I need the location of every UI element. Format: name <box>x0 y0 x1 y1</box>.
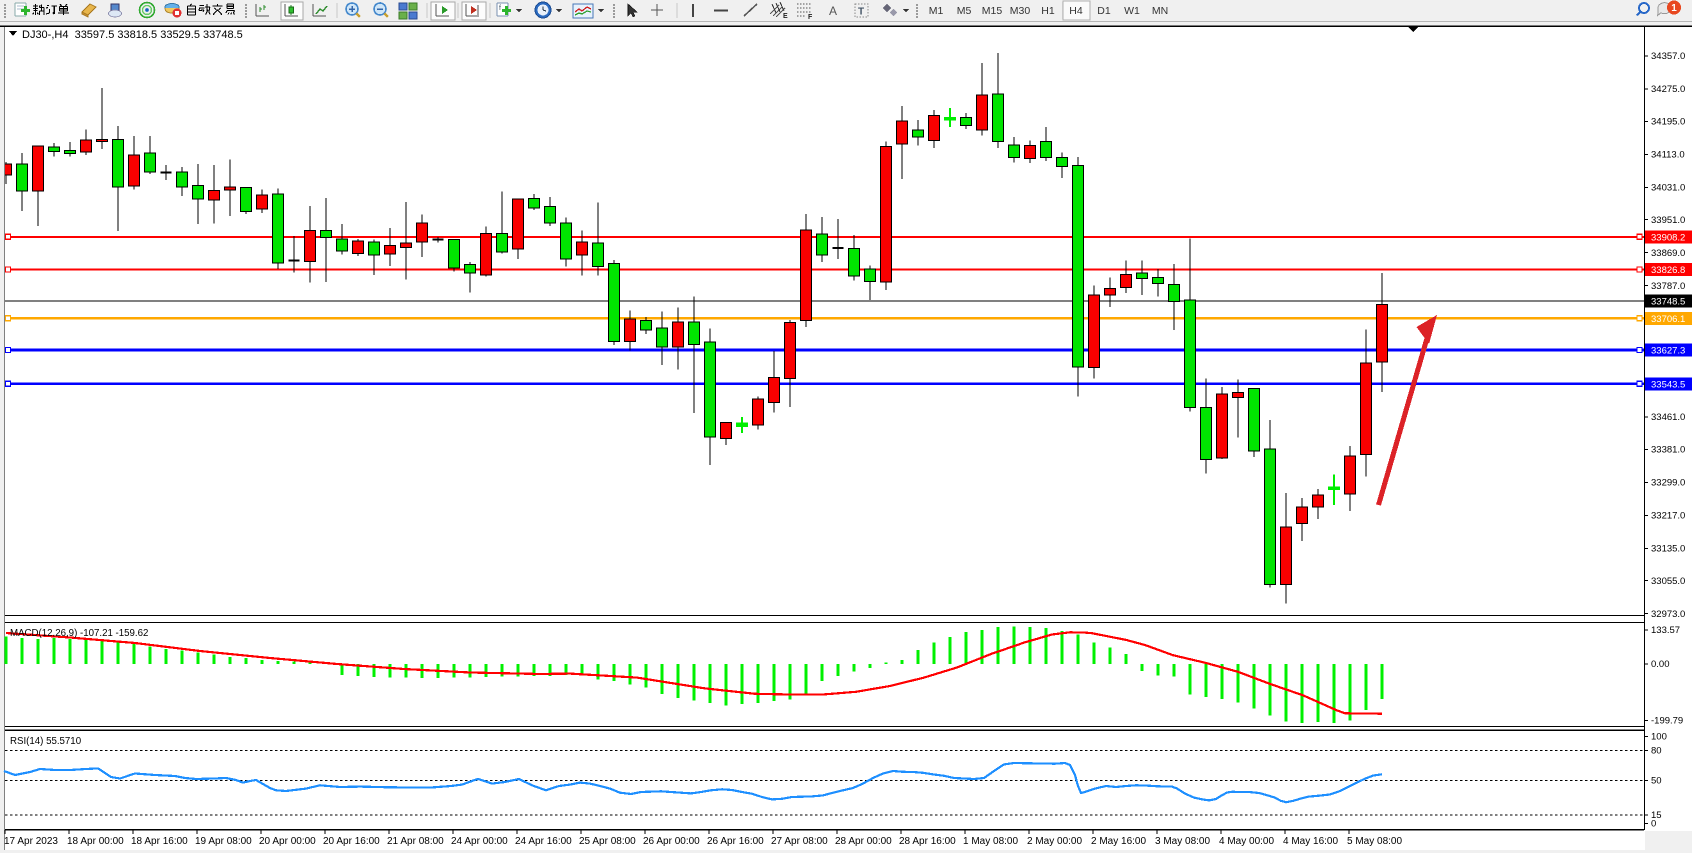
svg-text:E: E <box>783 13 788 20</box>
svg-text:21 Apr 08:00: 21 Apr 08:00 <box>387 836 444 847</box>
svg-text:34357.0: 34357.0 <box>1651 51 1685 62</box>
svg-text:M5: M5 <box>957 5 972 17</box>
svg-text:W1: W1 <box>1124 5 1140 17</box>
svg-text:100: 100 <box>1651 732 1667 743</box>
svg-text:33217.0: 33217.0 <box>1651 511 1685 522</box>
svg-text:26 Apr 16:00: 26 Apr 16:00 <box>707 836 764 847</box>
svg-text:32973.0: 32973.0 <box>1651 609 1685 620</box>
svg-text:33135.0: 33135.0 <box>1651 544 1685 555</box>
svg-text:M15: M15 <box>982 5 1003 17</box>
svg-text:133.57: 133.57 <box>1651 625 1680 636</box>
svg-text:18 Apr 16:00: 18 Apr 16:00 <box>131 836 188 847</box>
svg-text:33787.0: 33787.0 <box>1651 281 1685 292</box>
svg-text:20 Apr 16:00: 20 Apr 16:00 <box>323 836 380 847</box>
svg-text:33869.0: 33869.0 <box>1651 248 1685 259</box>
svg-text:33706.1: 33706.1 <box>1651 314 1685 325</box>
svg-text:27 Apr 08:00: 27 Apr 08:00 <box>771 836 828 847</box>
svg-text:33627.3: 33627.3 <box>1651 346 1685 357</box>
svg-text:5 May 08:00: 5 May 08:00 <box>1347 836 1402 847</box>
svg-text:1 May 08:00: 1 May 08:00 <box>963 836 1018 847</box>
svg-text:M30: M30 <box>1010 5 1031 17</box>
svg-text:34031.0: 34031.0 <box>1651 183 1685 194</box>
svg-text:2 May 16:00: 2 May 16:00 <box>1091 836 1146 847</box>
svg-text:15: 15 <box>1651 810 1662 821</box>
svg-text:0.00: 0.00 <box>1651 659 1670 670</box>
svg-text:1: 1 <box>1671 3 1677 14</box>
svg-text:80: 80 <box>1651 746 1662 757</box>
svg-text:33543.5: 33543.5 <box>1651 379 1685 390</box>
svg-text:MACD(12,26,9) -107.21 -159.62: MACD(12,26,9) -107.21 -159.62 <box>10 628 148 639</box>
svg-text:33055.0: 33055.0 <box>1651 576 1685 587</box>
svg-text:33381.0: 33381.0 <box>1651 445 1685 456</box>
svg-text:33951.0: 33951.0 <box>1651 215 1685 226</box>
svg-text:-199.79: -199.79 <box>1651 716 1683 727</box>
svg-text:28 Apr 00:00: 28 Apr 00:00 <box>835 836 892 847</box>
svg-text:18 Apr 00:00: 18 Apr 00:00 <box>67 836 124 847</box>
svg-text:MN: MN <box>1152 5 1168 17</box>
svg-text:f: f <box>499 5 501 12</box>
svg-text:19 Apr 08:00: 19 Apr 08:00 <box>195 836 252 847</box>
svg-text:33299.0: 33299.0 <box>1651 478 1685 489</box>
svg-text:28 Apr 16:00: 28 Apr 16:00 <box>899 836 956 847</box>
svg-text:25 Apr 08:00: 25 Apr 08:00 <box>579 836 636 847</box>
svg-text:H4: H4 <box>1069 5 1083 17</box>
svg-text:D1: D1 <box>1097 5 1111 17</box>
svg-text:34275.0: 34275.0 <box>1651 84 1685 95</box>
svg-text:F: F <box>808 14 813 21</box>
svg-text:33826.8: 33826.8 <box>1651 265 1685 276</box>
svg-text:4 May 00:00: 4 May 00:00 <box>1219 836 1274 847</box>
svg-text:RSI(14) 55.5710: RSI(14) 55.5710 <box>10 736 82 747</box>
svg-text:17 Apr 2023: 17 Apr 2023 <box>4 836 58 847</box>
svg-text:34113.0: 34113.0 <box>1651 150 1685 161</box>
svg-text:T: T <box>858 7 864 18</box>
svg-text:34195.0: 34195.0 <box>1651 117 1685 128</box>
svg-text:50: 50 <box>1651 776 1662 787</box>
svg-text:H1: H1 <box>1041 5 1055 17</box>
svg-text:33461.0: 33461.0 <box>1651 412 1685 423</box>
svg-text:2 May 00:00: 2 May 00:00 <box>1027 836 1082 847</box>
svg-text:26 Apr 00:00: 26 Apr 00:00 <box>643 836 700 847</box>
svg-text:20 Apr 00:00: 20 Apr 00:00 <box>259 836 316 847</box>
svg-text:A: A <box>829 4 837 18</box>
svg-text:24 Apr 16:00: 24 Apr 16:00 <box>515 836 572 847</box>
svg-text:24 Apr 00:00: 24 Apr 00:00 <box>451 836 508 847</box>
svg-text:33748.5: 33748.5 <box>1651 297 1685 308</box>
svg-text:33908.2: 33908.2 <box>1651 232 1685 243</box>
svg-text:4 May 16:00: 4 May 16:00 <box>1283 836 1338 847</box>
svg-text:0: 0 <box>1651 819 1656 830</box>
svg-text:DJ30-,H4 33597.5 33818.5 3352: DJ30-,H4 33597.5 33818.5 33529.5 33748.5 <box>22 29 243 41</box>
svg-text:M1: M1 <box>929 5 944 17</box>
svg-text:3 May 08:00: 3 May 08:00 <box>1155 836 1210 847</box>
